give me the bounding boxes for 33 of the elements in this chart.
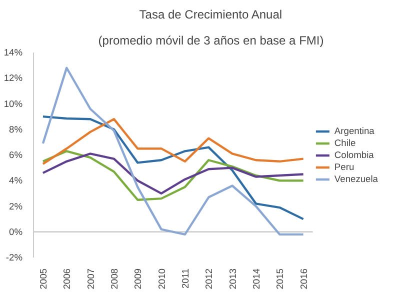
- x-tick-label: 2012: [204, 268, 214, 290]
- x-tick-label: 2014: [251, 268, 262, 290]
- x-tick-label: 2013: [228, 268, 238, 290]
- line-series: [42, 150, 304, 201]
- y-tick-label: 12%: [4, 73, 22, 84]
- x-tick-label: 2010: [156, 268, 167, 290]
- x-tick-label: 2008: [109, 268, 120, 290]
- line-series: [42, 118, 304, 166]
- x-tick-label: 2009: [133, 268, 144, 290]
- y-tick-label: 4%: [9, 176, 22, 186]
- legend-label: Chile: [334, 138, 356, 148]
- y-tick-label: 0%: [9, 226, 22, 237]
- y-tick-label: 8%: [9, 124, 22, 134]
- line-series: [42, 66, 304, 236]
- line-series: [42, 115, 304, 220]
- line-series: [42, 152, 304, 195]
- legend-label: Colombia: [334, 150, 374, 160]
- x-tick-label: 2016: [298, 268, 309, 290]
- y-tick-label: 2%: [9, 201, 22, 212]
- x-tick-label: 2006: [62, 268, 72, 290]
- legend-label: Peru: [334, 162, 354, 172]
- chart-subtitle: (promedio móvil de 3 años en base a FMI): [98, 34, 324, 48]
- y-tick-label: 14%: [4, 48, 22, 58]
- x-tick-label: 2005: [38, 268, 48, 290]
- y-tick-label: 6%: [9, 150, 22, 160]
- y-tick-label: -2%: [6, 252, 23, 262]
- x-tick-label: 2015: [275, 268, 286, 290]
- chart-title: Tasa de Crecimiento Anual: [139, 8, 282, 22]
- legend-label: Venezuela: [334, 174, 378, 184]
- x-tick-label: 2007: [86, 268, 96, 290]
- x-tick-label: 2011: [180, 268, 190, 289]
- y-tick-label: 10%: [4, 98, 22, 109]
- legend-label: Argentina: [334, 126, 374, 136]
